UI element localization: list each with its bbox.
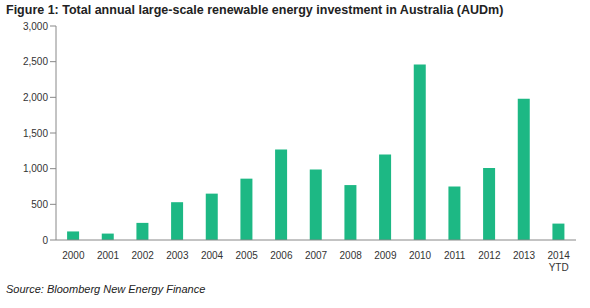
svg-text:2013: 2013 — [513, 250, 536, 261]
svg-text:2,500: 2,500 — [23, 56, 48, 67]
svg-text:2011: 2011 — [444, 250, 466, 261]
svg-text:2008: 2008 — [340, 250, 363, 261]
svg-text:2001: 2001 — [97, 250, 120, 261]
svg-text:2010: 2010 — [409, 250, 432, 261]
svg-text:2007: 2007 — [305, 250, 328, 261]
svg-text:1,000: 1,000 — [23, 163, 48, 174]
html-text:Source: Bloomberg New Energy F: Source: Bloomberg New Energy Finance — [6, 283, 206, 295]
html-text:Figure 1: Total annual large-s: Figure 1: Total annual large-scale renew… — [6, 3, 504, 17]
svg-text:2000: 2000 — [62, 250, 85, 261]
svg-text:2,000: 2,000 — [23, 92, 48, 103]
svg-text:2012: 2012 — [478, 250, 501, 261]
svg-text:2002: 2002 — [132, 250, 155, 261]
svg-text:0: 0 — [42, 235, 48, 246]
svg-text:2014YTD: 2014YTD — [548, 250, 571, 273]
svg-text:500: 500 — [31, 199, 48, 210]
svg-text:1,500: 1,500 — [23, 128, 48, 139]
svg-text:2005: 2005 — [236, 250, 259, 261]
svg-text:2009: 2009 — [374, 250, 397, 261]
svg-text:2003: 2003 — [166, 250, 189, 261]
svg-text:3,000: 3,000 — [23, 21, 48, 32]
svg-text:2004: 2004 — [201, 250, 224, 261]
svg-text:2006: 2006 — [270, 250, 293, 261]
